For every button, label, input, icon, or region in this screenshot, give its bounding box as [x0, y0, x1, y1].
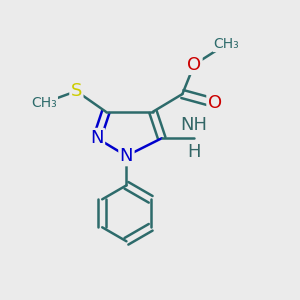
Text: H: H	[188, 142, 201, 160]
Text: O: O	[208, 94, 222, 112]
Text: N: N	[120, 147, 133, 165]
Text: N: N	[90, 129, 104, 147]
Text: CH₃: CH₃	[31, 96, 57, 110]
Text: S: S	[71, 82, 82, 100]
Text: CH₃: CH₃	[214, 37, 239, 51]
Text: NH: NH	[181, 116, 208, 134]
Text: O: O	[187, 56, 201, 74]
